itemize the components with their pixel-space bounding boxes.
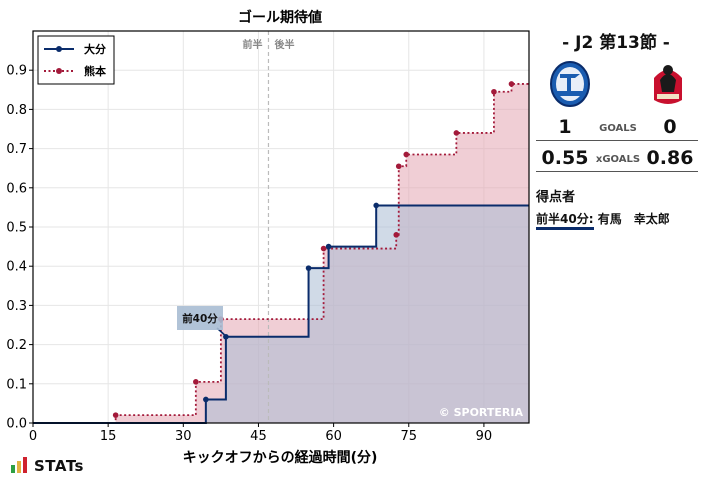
shot-point <box>112 412 119 418</box>
second-half-label: 後半 <box>274 38 294 51</box>
shot-point <box>193 379 199 385</box>
y-tick-label: 0.9 <box>6 64 27 79</box>
match-title: - J2 第13節 - <box>562 33 670 53</box>
shot-point <box>320 245 327 252</box>
watermark: © SPORTERIA <box>439 406 524 419</box>
home-team-badge <box>548 60 592 110</box>
legend-marker <box>56 46 62 52</box>
shot-point <box>393 232 400 238</box>
x-tick-label: 90 <box>476 429 493 444</box>
scorers-heading: 得点者 <box>536 190 576 205</box>
oita-crest-icon <box>550 61 590 107</box>
legend-marker <box>56 68 62 74</box>
y-tick-label: 0.8 <box>6 103 27 118</box>
x-tick-label: 45 <box>250 429 267 444</box>
scorer-player: 有馬 幸太郎 <box>597 212 670 226</box>
legend-box <box>37 35 115 85</box>
series-lines <box>33 83 529 424</box>
y-tick-label: 0.6 <box>6 181 27 196</box>
home-goals: 1 <box>558 116 572 138</box>
shot-point <box>325 243 332 250</box>
away-team-badge <box>646 58 690 108</box>
half-time-line: 前半 後半 <box>242 31 294 423</box>
y-tick-label: 0.2 <box>6 338 27 353</box>
x-tick-label: 75 <box>400 429 417 444</box>
annotation-label: 前40分 <box>182 312 218 325</box>
shot-point <box>305 265 312 271</box>
shot-point <box>403 151 410 158</box>
shot-point <box>395 163 402 170</box>
y-tick-label: 0.4 <box>6 260 27 275</box>
legend-label: 熊本 <box>84 64 106 78</box>
x-tick-label: 15 <box>100 429 117 444</box>
x-tick-label: 0 <box>29 429 37 444</box>
shot-point <box>223 333 229 340</box>
goals-row: 1 GOALS 0 <box>536 114 698 141</box>
annotation-box <box>177 306 223 330</box>
home-xg: 0.55 <box>541 147 589 169</box>
y-tick-label: 0.3 <box>6 299 27 314</box>
xgoals-label: xGOALS <box>595 154 641 165</box>
brand-name: STATs <box>34 457 84 475</box>
shot-point <box>373 202 379 209</box>
y-tick-label: 0.1 <box>6 377 27 392</box>
first-half-label: 前半 <box>242 38 262 51</box>
y-tick-label: 0.7 <box>6 142 27 157</box>
series-fill-oita <box>33 205 529 423</box>
x-tick-label: 30 <box>175 429 192 444</box>
goal-annotation: 前40分 <box>177 306 225 336</box>
chart-title: ゴール期待値 <box>238 9 322 26</box>
stats-logo-icon <box>11 457 27 473</box>
y-tick-label: 0.5 <box>6 221 27 236</box>
scorer-item: 前半40分: 有馬 幸太郎 <box>536 210 670 230</box>
xg-chart: ゴール期待値 前半 後半 0 15 30 45 60 75 90 0.0 0.1 0.2 0.3 0.4… <box>6 9 530 466</box>
goal-points <box>112 81 515 418</box>
x-axis-label: キックオフからの経過時間(分) <box>183 449 378 466</box>
y-tick-label: 0.0 <box>6 417 27 432</box>
shot-point <box>491 88 497 95</box>
away-goals: 0 <box>663 116 677 138</box>
axis-ticks: 0 15 30 45 60 75 90 0.0 0.1 0.2 0.3 0.4 0.5 0.6 0.7 0.8… <box>6 64 492 444</box>
shot-point <box>453 130 460 136</box>
shot-point <box>203 396 209 403</box>
legend-label: 大分 <box>84 42 106 56</box>
scorer-time: 前半40分: <box>536 212 594 230</box>
series-line-oita <box>33 204 529 424</box>
xgoals-row: 0.55 xGOALS 0.86 <box>536 145 698 172</box>
shot-point <box>508 81 515 87</box>
away-xg: 0.86 <box>646 147 694 169</box>
series-fills <box>33 83 529 424</box>
x-tick-label: 60 <box>325 429 342 444</box>
kumamoto-crest-icon <box>654 65 682 104</box>
goals-label: GOALS <box>599 123 637 134</box>
